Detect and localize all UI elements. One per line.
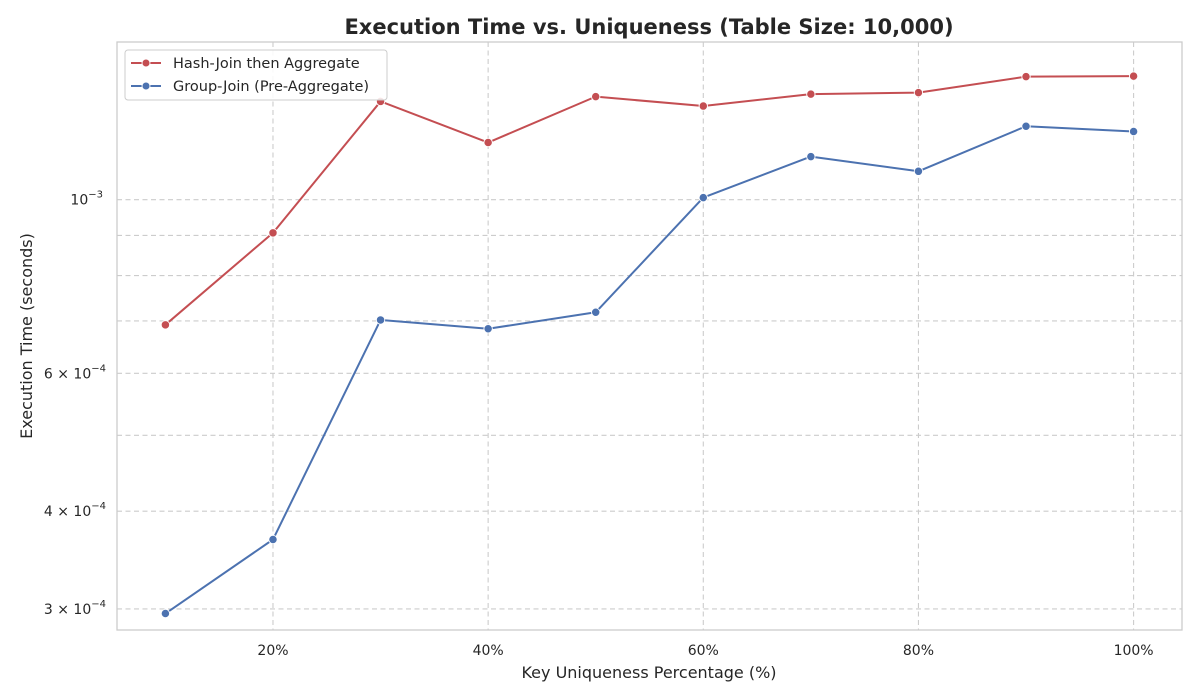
series-group-join <box>160 121 1139 619</box>
y-tick-label: 6 × 10−4 <box>44 363 106 382</box>
y-tick-mantissa: 6 <box>44 366 53 382</box>
y-tick-multiplier: × 10 <box>53 504 91 520</box>
y-tick-label: 10−3 <box>70 190 103 209</box>
series-line <box>164 75 1134 326</box>
y-tick-label: 3 × 10−4 <box>44 599 106 618</box>
series-hash-join <box>160 71 1139 330</box>
chart-title: Execution Time vs. Uniqueness (Table Siz… <box>344 15 953 39</box>
data-point <box>1128 126 1139 137</box>
x-axis-ticks: 20% 40% 60% 80% 100% <box>257 643 1153 659</box>
legend: Hash-Join then Aggregate Group-Join (Pre-… <box>124 49 388 101</box>
legend-box <box>124 49 388 101</box>
y-tick-exponent: −4 <box>91 599 106 610</box>
y-tick-multiplier: × 10 <box>53 602 91 618</box>
y-tick-mantissa: 3 <box>44 602 53 618</box>
grid-layer <box>117 42 1182 630</box>
y-tick-base: 10 <box>70 193 88 209</box>
data-point <box>1021 71 1031 82</box>
y-tick-multiplier: × 10 <box>53 366 91 382</box>
data-point <box>160 320 171 330</box>
data-point <box>591 307 601 317</box>
y-axis-ticks: 10−33 × 10−44 × 10−46 × 10−4 <box>44 190 106 618</box>
data-point <box>268 228 278 238</box>
data-point <box>483 324 493 334</box>
data-point <box>698 192 708 203</box>
data-point <box>483 137 493 148</box>
legend-label: Hash-Join then Aggregate <box>173 56 360 72</box>
data-point <box>913 87 924 98</box>
data-point <box>1021 121 1031 131</box>
y-tick-exponent: −3 <box>88 190 103 201</box>
data-point <box>591 91 601 102</box>
data-point <box>806 89 816 99</box>
legend-label: Group-Join (Pre-Aggregate) <box>173 79 369 95</box>
x-tick-label: 80% <box>903 643 934 659</box>
data-point <box>375 315 386 325</box>
data-point <box>806 151 816 162</box>
x-axis-label: Key Uniqueness Percentage (%) <box>521 663 776 682</box>
data-point <box>913 166 924 176</box>
y-tick-mantissa: 4 <box>44 504 53 520</box>
data-point <box>160 608 171 619</box>
series-layer <box>160 71 1139 619</box>
y-axis-label: Execution Time (seconds) <box>17 233 36 439</box>
legend-marker <box>141 81 151 91</box>
legend-item: Group-Join (Pre-Aggregate) <box>131 79 369 95</box>
x-tick-label: 60% <box>688 643 719 659</box>
plot-area-frame <box>116 41 1183 631</box>
data-point <box>268 534 278 545</box>
x-tick-label: 40% <box>473 643 504 659</box>
data-point <box>698 101 708 111</box>
x-tick-label: 100% <box>1114 643 1154 659</box>
y-tick-label: 4 × 10−4 <box>44 501 106 520</box>
legend-item: Hash-Join then Aggregate <box>131 56 360 72</box>
y-tick-exponent: −4 <box>91 501 106 512</box>
y-tick-exponent: −4 <box>91 363 106 374</box>
x-tick-label: 20% <box>257 643 288 659</box>
series-line <box>164 125 1134 615</box>
legend-marker <box>141 58 151 68</box>
data-point <box>1128 71 1139 81</box>
